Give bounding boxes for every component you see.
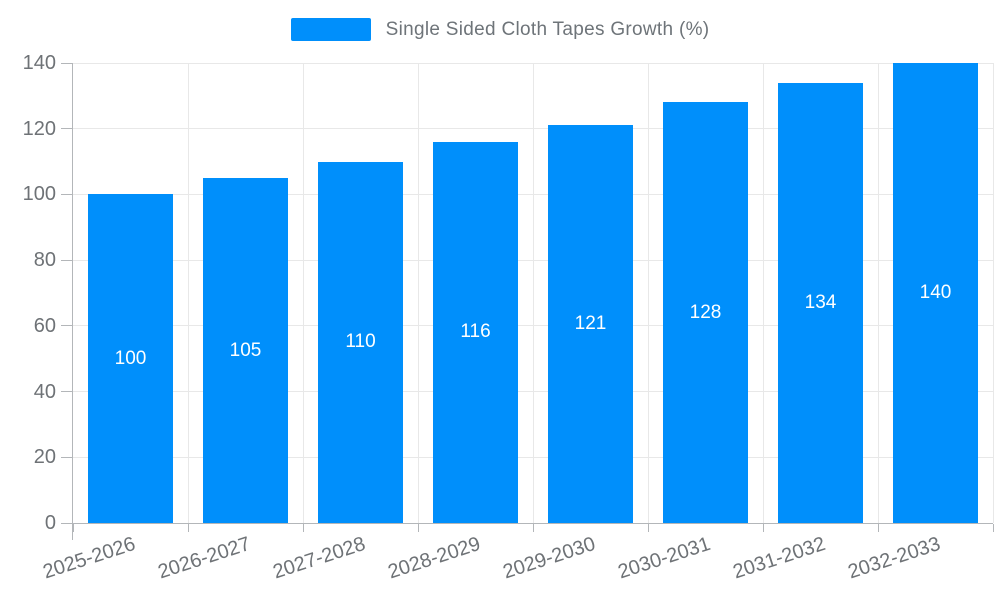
x-axis-tick [187,524,189,532]
bar [318,161,403,523]
bar-value-label: 140 [919,282,952,303]
x-axis-tick [72,524,74,532]
y-axis-tick [61,522,73,524]
gridline-vertical [532,63,534,523]
bar [778,82,863,523]
y-tick-label: 60 [33,314,56,337]
y-axis-tick [61,62,73,64]
x-axis-tick [302,524,304,532]
y-tick-label: 120 [22,117,56,140]
x-axis-tick [647,524,649,532]
y-tick-label: 140 [22,52,56,74]
bar-value-label: 105 [229,339,262,361]
bar-value-label: 116 [460,321,491,343]
bar [893,63,978,523]
x-axis-tick [877,524,879,532]
bar [203,178,288,523]
bar-value-label: 128 [689,301,722,323]
legend: Single Sided Cloth Tapes Growth (%) [0,18,1000,41]
y-axis-tick [61,259,73,261]
gridline-vertical [992,63,994,523]
bar [548,125,633,523]
y-axis-tick [61,193,73,195]
bar-value-label: 110 [345,331,376,353]
y-tick-label: 0 [44,512,56,534]
bar-value-label: 100 [114,347,147,369]
y-axis-tick [61,128,73,130]
legend-swatch-icon [290,18,371,41]
x-axis-line [73,523,993,524]
gridline-vertical [877,63,879,523]
y-tick-label: 100 [22,183,56,206]
y-tick-label: 40 [33,380,56,403]
x-axis-tick [532,524,534,532]
y-axis-tick [61,391,73,393]
bar-value-label: 121 [574,313,607,335]
gridline-vertical [187,63,189,523]
gridline-vertical [647,63,649,523]
bar [88,194,173,523]
bar-value-label: 134 [804,291,837,313]
y-axis-tick [61,325,73,327]
bar [663,102,748,523]
gridline-vertical [417,63,419,523]
x-axis-tick [992,524,994,532]
y-axis-line [72,63,73,540]
gridline-vertical [762,63,764,523]
gridline-vertical [302,63,304,523]
y-tick-label: 20 [33,446,56,469]
x-axis-tick [762,524,764,532]
y-tick-label: 80 [33,249,56,272]
x-axis-tick [417,524,419,532]
bar [433,141,518,523]
legend-item[interactable]: Single Sided Cloth Tapes Growth (%) [290,18,710,41]
legend-label: Single Sided Cloth Tapes Growth (%) [385,18,710,40]
y-axis-tick [61,456,73,458]
